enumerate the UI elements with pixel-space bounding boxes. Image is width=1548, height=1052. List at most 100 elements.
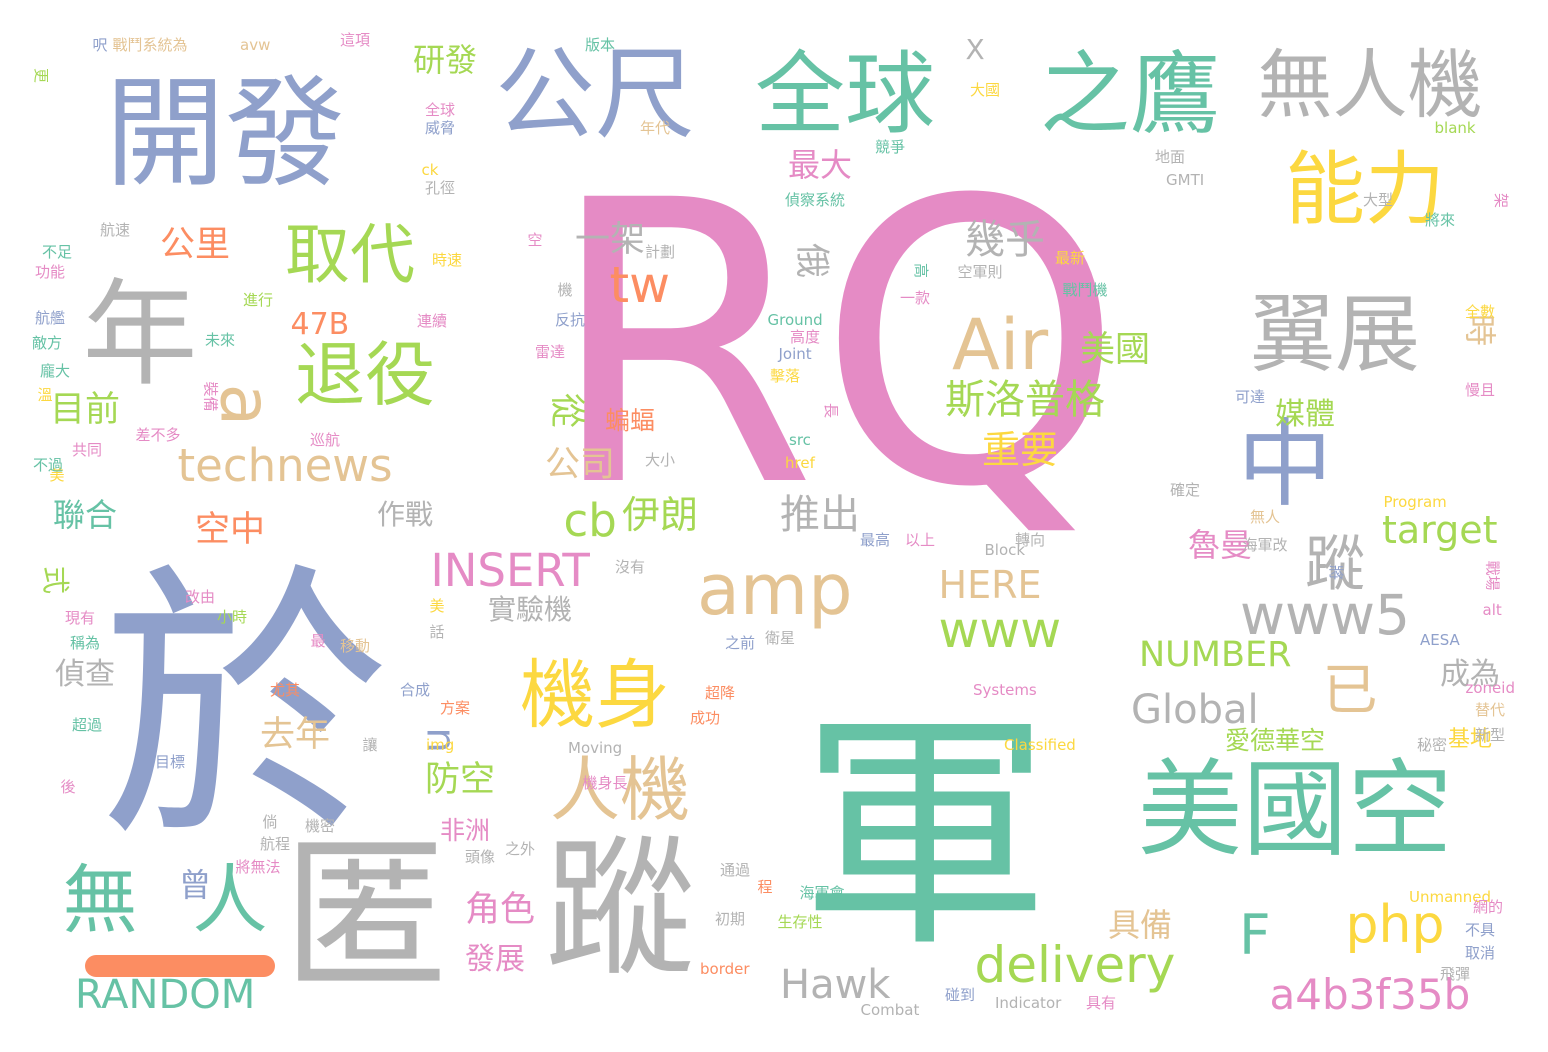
cloud-word: 退役 [295, 334, 435, 416]
cloud-word: 程 [757, 877, 773, 896]
cloud-word: 秘密 [1417, 735, 1448, 754]
cloud-word: 最大 [788, 146, 853, 184]
cloud-word: 飛彈 [1440, 964, 1471, 983]
cloud-word: 現有 [65, 608, 96, 627]
cloud-word: 頭像 [465, 847, 496, 866]
cloud-word: 通過 [720, 860, 751, 879]
cloud-word: 反抗 [555, 310, 586, 329]
cloud-word: 曾 [179, 866, 212, 904]
cloud-word: 美國 [1080, 329, 1151, 370]
cloud-word: 能力 [1285, 143, 1445, 236]
cloud-word: 成為 [1440, 657, 1500, 692]
cloud-word: 裝備 [201, 380, 220, 412]
cloud-word: 初期 [715, 909, 746, 928]
cloud-word: 年代 [640, 118, 671, 137]
cloud-word: GMTI [1166, 170, 1205, 189]
cloud-word: 海軍會 [799, 883, 845, 902]
cloud-word: X [965, 33, 985, 66]
cloud-word: 超降 [705, 683, 736, 702]
cloud-word: 合成 [400, 680, 431, 699]
cloud-word: 倘 [262, 812, 278, 831]
cloud-word: 將無法 [235, 857, 281, 876]
cloud-word: 之外 [505, 839, 536, 858]
cloud-word: delivery [974, 936, 1176, 994]
cloud-word: 雷達 [535, 342, 566, 361]
cloud-word: 年 [82, 267, 198, 402]
cloud-word: 推出 [780, 492, 860, 538]
cloud-word: 全數 [1465, 302, 1496, 321]
cloud-word: 作戰 [377, 498, 434, 531]
cloud-word: 目標 [155, 752, 186, 771]
cloud-word: 蹤 [545, 823, 696, 997]
cloud-word: 改由 [185, 587, 216, 606]
cloud-word: 去年 [260, 714, 331, 755]
cloud-word: 將來 [1425, 210, 1456, 229]
cloud-word: 已 [1322, 657, 1378, 722]
cloud-word: 架 [1491, 192, 1510, 208]
cloud-word: 計劃 [645, 242, 676, 261]
cloud-word: 目前 [50, 389, 121, 430]
cloud-word: 高 [911, 262, 930, 278]
cloud-word: alt [1482, 600, 1502, 619]
cloud-word: 公里 [160, 224, 231, 265]
cloud-word: href [785, 453, 815, 472]
cloud-word: 防空 [425, 759, 496, 800]
cloud-word: 具有 [1086, 993, 1117, 1012]
cloud-word: a4b3f35b [1269, 970, 1471, 1019]
cloud-word: 不足 [42, 242, 73, 261]
cloud-word: 長 [821, 402, 840, 418]
cloud-word: 不具 [1465, 920, 1496, 939]
cloud-word: 機身長 [582, 773, 628, 792]
cloud-word: 空軍則 [957, 262, 1003, 281]
cloud-word: 戰鬥機 [1062, 280, 1108, 299]
cloud-word: 之前 [725, 633, 756, 652]
cloud-word: 媒體 [1275, 397, 1335, 432]
cloud-word: 47B [290, 307, 350, 342]
cloud-word: 呎 [92, 35, 108, 54]
cloud-word: 中 [1237, 409, 1333, 520]
cloud-word: 空 [527, 230, 543, 249]
cloud-word: 公司 [545, 444, 616, 485]
cloud-word: 共同 [72, 440, 103, 459]
cloud-word: ck [421, 160, 439, 179]
cloud-word: 超過 [72, 715, 103, 734]
cloud-word: 溫 [37, 385, 53, 404]
cloud-word: 競爭 [875, 137, 906, 156]
cloud-word: 實驗機 [488, 593, 573, 626]
cloud-word: 機密 [305, 816, 336, 835]
cloud-word: 龐大 [40, 361, 71, 380]
cloud-word: 於 [100, 541, 390, 878]
cloud-word: 軍 [800, 689, 1050, 980]
cloud-word: 俄 [790, 242, 831, 278]
cloud-word: Ground [767, 310, 823, 329]
cloud-word: 巡航 [310, 430, 341, 449]
cloud-word: 從 [545, 392, 586, 428]
cloud-word: 海軍改 [1242, 535, 1288, 554]
cloud-word: 聯合 [53, 496, 118, 534]
cloud-word: 轉向 [1015, 530, 1046, 549]
cloud-word: HERE [938, 563, 1042, 607]
cloud-word: amp [697, 549, 853, 631]
cloud-word: 開發 [105, 65, 345, 204]
cloud-word: 稱為 [70, 633, 101, 652]
cloud-word: 網的 [1473, 897, 1504, 916]
cloud-word: php [1345, 895, 1445, 955]
cloud-word: 最高 [860, 530, 891, 549]
cloud-word: 成功 [690, 708, 721, 727]
cloud-word: 不過 [33, 455, 64, 474]
cloud-word: 擊落 [770, 366, 801, 385]
cloud-word: 重要 [982, 428, 1059, 472]
cloud-word: 衛星 [765, 628, 796, 647]
cloud-word: 式 [39, 565, 73, 595]
cloud-word: 替代 [1475, 700, 1506, 719]
cloud-word: 非洲 [440, 815, 491, 845]
cloud-word: 時速 [432, 250, 463, 269]
cloud-word: 伊朗 [622, 493, 699, 537]
cloud-word: 美國空 [1137, 748, 1453, 871]
cloud-word: 基地 [1448, 727, 1493, 752]
cloud-word: 戰鬥系統為 [112, 35, 188, 54]
cloud-word: 威脅 [425, 118, 456, 137]
cloud-word: 航程 [260, 834, 291, 853]
cloud-word: Indicator [995, 993, 1062, 1012]
cloud-word: NUMBER [1139, 634, 1292, 675]
